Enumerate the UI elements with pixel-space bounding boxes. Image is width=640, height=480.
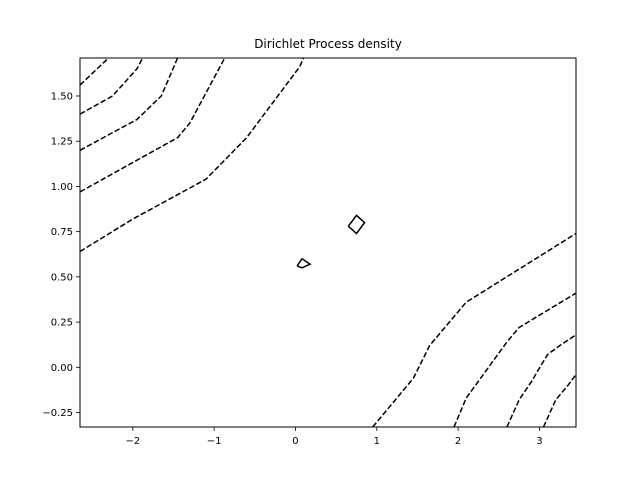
axes-frame: [79, 57, 577, 428]
contour-line-dashed: [79, 57, 305, 253]
x-tick-label: 3: [536, 436, 542, 447]
contour-line-dashed: [79, 57, 110, 86]
x-axis: −2 −1 0 1 2 3: [125, 427, 543, 447]
y-tick-label: 0.00: [51, 363, 73, 374]
contour-line-dashed: [453, 292, 577, 428]
contour-line-dashed: [79, 57, 179, 151]
contour-line-dashed: [79, 57, 226, 193]
contour-line-dashed: [372, 232, 577, 428]
contour-line-dashed: [506, 334, 577, 428]
contour-line-solid: [347, 214, 366, 235]
y-tick-label: 0.50: [51, 272, 73, 283]
contour-line-solid: [296, 257, 312, 269]
x-tick-label: 1: [374, 436, 380, 447]
contour-line-dashed: [542, 374, 577, 428]
y-tick-label: 1.50: [51, 91, 73, 102]
x-tick-label: −1: [207, 436, 222, 447]
y-tick-label: 0.75: [51, 227, 73, 238]
chart-title: Dirichlet Process density: [254, 37, 402, 51]
x-tick-label: −2: [125, 436, 140, 447]
y-tick-label: 1.00: [51, 182, 73, 193]
x-tick-label: 0: [292, 436, 298, 447]
contour-lines: [79, 57, 577, 428]
y-axis: −0.25 0.00 0.25 0.50 0.75 1.00 1.25 1.50: [42, 91, 80, 419]
y-tick-label: 1.25: [51, 137, 73, 148]
x-tick-label: 2: [455, 436, 461, 447]
contour-line-dashed: [79, 57, 144, 115]
y-tick-label: −0.25: [42, 408, 73, 419]
y-tick-label: 0.25: [51, 318, 73, 329]
